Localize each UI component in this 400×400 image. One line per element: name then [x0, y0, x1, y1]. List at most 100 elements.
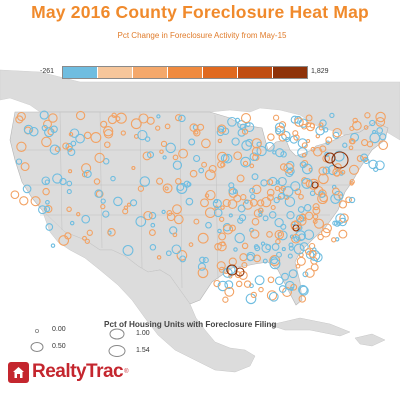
county-bubble — [318, 173, 329, 185]
county-bubble — [122, 208, 129, 215]
color-scale-segment-0 — [63, 67, 97, 78]
county-bubble — [286, 211, 295, 220]
county-bubble — [164, 123, 171, 130]
county-bubble — [375, 160, 385, 171]
county-bubble — [251, 138, 262, 149]
county-bubble — [115, 112, 127, 124]
county-bubble — [293, 243, 305, 255]
county-bubble — [256, 145, 267, 157]
county-bubble — [43, 205, 51, 213]
county-bubble — [271, 243, 280, 251]
county-bubble — [165, 142, 176, 154]
county-bubble — [298, 233, 306, 241]
county-bubble — [348, 196, 356, 204]
map-area[interactable] — [0, 25, 400, 400]
county-bubble — [217, 124, 227, 134]
county-bubble — [193, 218, 200, 225]
county-bubble — [332, 131, 340, 139]
county-bubble — [137, 129, 148, 141]
county-bubble — [81, 214, 91, 224]
county-bubble — [83, 131, 92, 140]
logo-wordmark: RealtyTrac — [32, 361, 124, 382]
county-bubble — [251, 184, 262, 195]
county-bubble — [38, 205, 47, 215]
county-bubble-layer[interactable] — [10, 110, 389, 305]
county-bubble — [270, 204, 276, 211]
county-bubble — [281, 272, 289, 281]
county-bubble — [324, 152, 336, 164]
county-bubble — [70, 140, 77, 147]
county-bubble — [58, 235, 70, 246]
county-bubble — [345, 196, 352, 204]
county-bubble — [373, 166, 379, 172]
county-bubble — [267, 133, 275, 141]
county-bubble — [218, 232, 227, 241]
county-bubble — [165, 250, 172, 257]
county-bubble — [15, 158, 23, 165]
county-bubble — [90, 132, 102, 143]
color-legend-max: 1,829 — [311, 68, 329, 75]
county-bubble — [308, 242, 316, 250]
county-bubble — [172, 154, 179, 161]
county-bubble — [290, 220, 299, 230]
county-bubble — [186, 181, 192, 187]
county-bubble — [242, 160, 249, 167]
hispaniola-island — [354, 333, 386, 347]
county-bubble — [220, 153, 230, 163]
county-bubble — [241, 262, 248, 269]
county-bubble — [312, 219, 318, 224]
county-bubble — [361, 139, 369, 147]
county-bubble — [208, 164, 217, 173]
county-bubble — [188, 242, 194, 247]
county-bubble — [274, 217, 284, 228]
county-bubble — [275, 128, 282, 135]
logo-trademark: ® — [124, 369, 129, 375]
county-bubble — [248, 283, 254, 289]
county-bubble — [172, 232, 178, 238]
county-bubble — [39, 110, 49, 120]
realtytrac-logo[interactable]: RealtyTrac ® — [8, 360, 129, 384]
county-bubble — [342, 142, 348, 148]
county-bubble — [146, 151, 155, 159]
county-bubble — [318, 122, 324, 128]
county-bubble — [233, 247, 238, 252]
county-bubble — [251, 146, 262, 157]
county-bubble — [155, 125, 161, 131]
color-scale-segment-2 — [132, 67, 167, 78]
county-bubble — [234, 117, 241, 123]
county-bubble — [201, 161, 208, 168]
county-bubble — [160, 140, 168, 148]
county-bubble — [218, 125, 225, 132]
county-bubble — [287, 167, 295, 176]
county-bubble — [199, 256, 206, 264]
county-bubble — [229, 224, 236, 232]
county-bubble — [348, 164, 360, 175]
size-legend-title: Pct of Housing Units with Foreclosure Fi… — [104, 320, 277, 329]
county-bubble — [267, 276, 275, 284]
county-bubble — [266, 188, 275, 197]
county-bubble — [233, 151, 243, 161]
county-bubble — [156, 255, 162, 260]
county-bubble — [50, 125, 58, 134]
county-bubble — [240, 194, 247, 201]
county-bubble — [268, 176, 278, 187]
county-bubble — [131, 165, 136, 171]
color-scale-segment-3 — [167, 67, 202, 78]
county-bubble — [274, 276, 284, 286]
county-bubble — [217, 151, 228, 163]
county-bubble — [135, 216, 147, 227]
us-county-map[interactable] — [0, 25, 400, 400]
county-bubble — [222, 198, 231, 208]
county-bubble — [268, 211, 277, 219]
county-bubble — [227, 116, 237, 127]
county-bubble — [293, 134, 300, 141]
county-bubble — [266, 178, 274, 186]
county-bubble — [292, 224, 300, 232]
county-bubble — [174, 114, 183, 122]
county-bubble — [213, 279, 221, 288]
county-bubble — [278, 285, 287, 293]
county-bubble — [294, 115, 303, 124]
county-bubble — [54, 146, 61, 153]
county-bubble — [266, 231, 273, 238]
county-bubble — [142, 151, 152, 161]
